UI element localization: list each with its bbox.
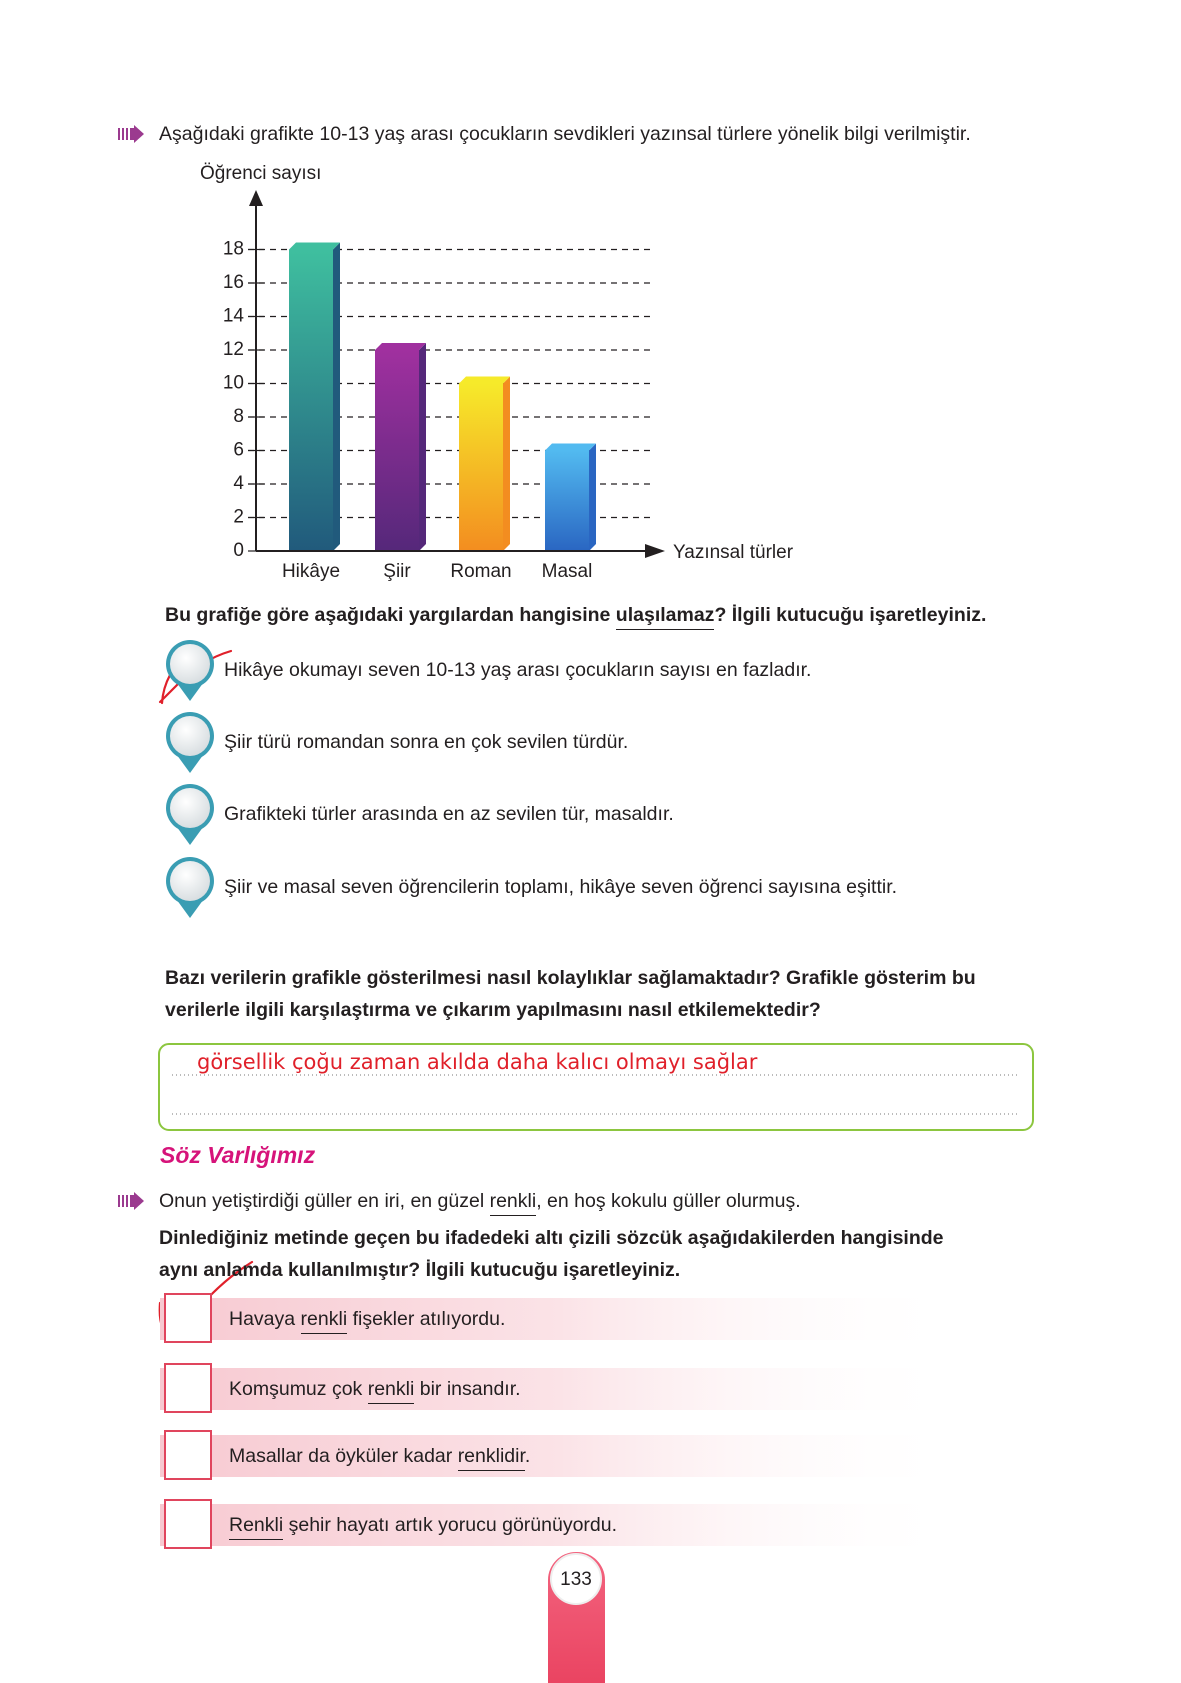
bar <box>545 450 589 551</box>
question-line: Bazı verilerin grafikle gösterilmesi nas… <box>165 967 976 989</box>
text: Havaya <box>229 1308 301 1330</box>
bar <box>375 350 419 551</box>
y-axis-title: Öğrenci sayısı <box>200 163 321 184</box>
y-tick-label: 12 <box>223 339 244 360</box>
text: Bu grafiğe göre aşağıdaki yargılardan ha… <box>165 604 616 626</box>
bar-side <box>503 376 510 551</box>
underlined-word: renkli <box>300 1308 348 1334</box>
bar <box>289 249 333 551</box>
text: şehir hayatı artık yorucu görünüyordu. <box>283 1514 618 1536</box>
bar-top <box>375 343 426 350</box>
handwritten-check <box>158 649 233 705</box>
bar-side <box>589 443 596 551</box>
underlined-word: renkli <box>489 1190 537 1216</box>
bar <box>459 383 503 551</box>
option-text: Hikâye okumayı seven 10-13 yaş arası çoc… <box>224 659 812 681</box>
y-tick-label: 2 <box>233 507 244 528</box>
option-text: Şiir türü romandan sonra en çok sevilen … <box>224 731 629 753</box>
question-prompt: Bu grafiğe göre aşağıdaki yargılardan ha… <box>165 602 987 630</box>
y-tick-label: 18 <box>223 239 244 260</box>
option-band <box>160 1298 960 1340</box>
option-checkbox <box>164 1293 212 1343</box>
option-text: Havaya renkli fişekler atılıyordu. <box>229 1306 506 1334</box>
underlined-word: renkli <box>367 1378 415 1404</box>
handwritten-answer: görsellik çoğu zaman akılda daha kalıcı … <box>197 1050 758 1074</box>
option-band <box>160 1504 960 1546</box>
text: ? İlgili kutucuğu işaretleyiniz. <box>714 604 987 626</box>
y-tick-label: 0 <box>233 540 244 561</box>
text: bir insandır. <box>414 1378 521 1400</box>
option-checkbox <box>164 1499 212 1549</box>
text: fişekler atılıyordu. <box>347 1308 506 1330</box>
option-band <box>160 1435 960 1477</box>
option-text: Grafikteki türler arasında en az sevilen… <box>224 803 674 825</box>
option-pin-inner <box>170 788 210 828</box>
x-tick-label: Hikâye <box>282 561 340 582</box>
bar-top <box>289 242 340 250</box>
intro-text: Aşağıdaki grafikte 10-13 yaş arası çocuk… <box>159 123 971 145</box>
bullet-arrow <box>118 125 144 143</box>
text: Masallar da öyküler kadar <box>229 1445 458 1467</box>
x-tick-label: Şiir <box>383 561 411 582</box>
x-axis-title: Yazınsal türler <box>673 542 794 563</box>
underlined-word: renklidir <box>457 1445 525 1471</box>
text: Komşumuz çok <box>229 1378 368 1400</box>
question-line: verilerle ilgili karşılaştırma ve çıkarı… <box>165 999 821 1021</box>
y-tick-label: 10 <box>223 373 244 394</box>
option-text: Renkli şehir hayatı artık yorucu görünüy… <box>229 1512 618 1540</box>
y-tick-label: 6 <box>233 440 244 461</box>
option-checkbox <box>164 1363 212 1413</box>
y-tick-label: 14 <box>223 306 245 327</box>
option-pin-inner <box>170 716 210 756</box>
bar-side <box>333 242 340 551</box>
y-tick-label: 4 <box>233 473 244 494</box>
text: , en hoş kokulu güller olurmuş. <box>536 1190 801 1212</box>
bar-top <box>545 443 596 451</box>
bullet-arrow <box>118 1192 144 1210</box>
question-line: aynı anlamda kullanılmıştır? İlgili kutu… <box>159 1259 681 1281</box>
page-number: 133 <box>560 1569 592 1590</box>
page-number-circle <box>550 1553 602 1605</box>
option-pin-inner <box>170 861 210 901</box>
x-axis-arrow <box>645 544 665 558</box>
x-tick-label: Roman <box>450 561 511 582</box>
y-tick-label: 8 <box>233 406 244 427</box>
option-pin-inner <box>170 644 210 684</box>
underlined-word: Renkli <box>229 1514 284 1540</box>
text: Onun yetiştirdiği güller en iri, en güze… <box>159 1190 490 1212</box>
question-line: Dinlediğiniz metinde geçen bu ifadedeki … <box>159 1227 944 1249</box>
answer-box <box>158 1043 1034 1131</box>
option-text: Masallar da öyküler kadar renklidir. <box>229 1443 531 1471</box>
bar-side <box>419 343 426 551</box>
text: . <box>524 1445 531 1467</box>
bar-top <box>459 376 510 384</box>
option-text: Komşumuz çok renkli bir insandır. <box>229 1376 521 1404</box>
x-tick-label: Masal <box>542 561 593 582</box>
option-text: Şiir ve masal seven öğrencilerin toplamı… <box>224 876 898 898</box>
y-axis-arrow <box>249 190 263 206</box>
option-band <box>160 1368 960 1410</box>
underlined-word: ulaşılamaz <box>615 604 715 630</box>
section-title: Söz Varlığımız <box>160 1142 316 1168</box>
option-checkbox <box>164 1430 212 1480</box>
y-tick-label: 16 <box>223 272 244 293</box>
sentence: Onun yetiştirdiği güller en iri, en güze… <box>159 1188 801 1216</box>
